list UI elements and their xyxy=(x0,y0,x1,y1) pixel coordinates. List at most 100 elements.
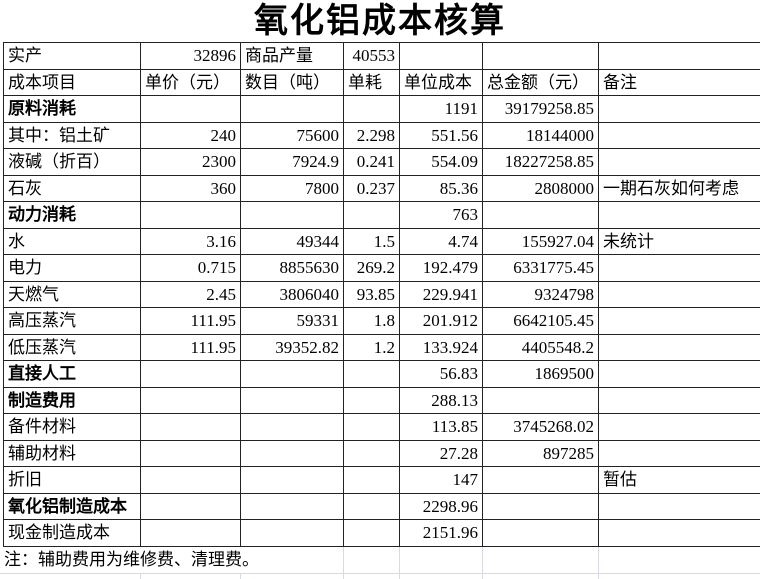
cell-cost-item[interactable]: 折旧 xyxy=(4,467,141,494)
cell-unit-price[interactable] xyxy=(141,96,241,123)
cell-unit-cost[interactable]: 133.924 xyxy=(400,334,483,361)
cell-produced-value[interactable]: 32896 xyxy=(141,43,241,70)
header-total[interactable]: 总金额（元） xyxy=(483,69,599,96)
cell-unit-price[interactable] xyxy=(141,467,241,494)
cell-cost-item[interactable]: 直接人工 xyxy=(4,361,141,388)
cell-unit-cost[interactable]: 554.09 xyxy=(400,149,483,176)
header-quantity[interactable]: 数目（吨） xyxy=(241,69,344,96)
cell-quantity[interactable]: 59331 xyxy=(241,308,344,335)
cell-unit-cost[interactable]: 288.13 xyxy=(400,387,483,414)
cell-quantity[interactable] xyxy=(241,440,344,467)
cell-total[interactable]: 4405548.2 xyxy=(483,334,599,361)
cell-cost-item[interactable]: 原料消耗 xyxy=(4,96,141,123)
cell-remark[interactable] xyxy=(599,255,760,282)
cell-quantity[interactable] xyxy=(241,467,344,494)
cell-commodity-label[interactable]: 商品产量 xyxy=(241,43,344,70)
cell-remark[interactable]: 一期石灰如何考虑 xyxy=(599,175,760,202)
cell-unit-use[interactable] xyxy=(344,414,400,441)
cell-empty[interactable] xyxy=(483,43,599,70)
cell-remark[interactable] xyxy=(599,387,760,414)
cell-unit-use[interactable]: 1.5 xyxy=(344,228,400,255)
footnote-row[interactable]: 注：辅助费用为维修费、清理费。 xyxy=(0,547,760,574)
cell-remark[interactable] xyxy=(599,281,760,308)
cell-unit-price[interactable] xyxy=(141,520,241,547)
cell-unit-cost[interactable]: 85.36 xyxy=(400,175,483,202)
cell-quantity[interactable] xyxy=(241,493,344,520)
cell-unit-use[interactable] xyxy=(344,520,400,547)
cell-cost-item[interactable]: 动力消耗 xyxy=(4,202,141,229)
cell-unit-cost[interactable]: 229.941 xyxy=(400,281,483,308)
cell-remark[interactable] xyxy=(599,308,760,335)
cell-cost-item[interactable]: 辅助材料 xyxy=(4,440,141,467)
cell-quantity[interactable]: 8855630 xyxy=(241,255,344,282)
cell-unit-use[interactable] xyxy=(344,493,400,520)
cell-unit-price[interactable] xyxy=(141,361,241,388)
cell-total[interactable] xyxy=(483,387,599,414)
cell-cost-item[interactable]: 石灰 xyxy=(4,175,141,202)
cell-cost-item[interactable]: 其中：铝土矿 xyxy=(4,122,141,149)
cell-unit-cost[interactable]: 551.56 xyxy=(400,122,483,149)
cell-empty[interactable] xyxy=(599,43,760,70)
cell-unit-use[interactable]: 2.298 xyxy=(344,122,400,149)
cell-quantity[interactable]: 75600 xyxy=(241,122,344,149)
cell-unit-price[interactable]: 111.95 xyxy=(141,334,241,361)
cell-cost-item[interactable]: 高压蒸汽 xyxy=(4,308,141,335)
cell-unit-use[interactable]: 1.2 xyxy=(344,334,400,361)
cell-cost-item[interactable]: 水 xyxy=(4,228,141,255)
cell-unit-cost[interactable]: 113.85 xyxy=(400,414,483,441)
cell-quantity[interactable]: 39352.82 xyxy=(241,334,344,361)
cell-unit-cost[interactable]: 2151.96 xyxy=(400,520,483,547)
cell-unit-use[interactable]: 1.8 xyxy=(344,308,400,335)
cell-total[interactable] xyxy=(483,520,599,547)
cell-remark[interactable] xyxy=(599,440,760,467)
cell-total[interactable] xyxy=(483,202,599,229)
cell-commodity-value[interactable]: 40553 xyxy=(344,43,400,70)
cell-total[interactable]: 2808000 xyxy=(483,175,599,202)
cell-unit-price[interactable] xyxy=(141,493,241,520)
cell-quantity[interactable]: 3806040 xyxy=(241,281,344,308)
cell-remark[interactable] xyxy=(599,414,760,441)
cell-total[interactable]: 18227258.85 xyxy=(483,149,599,176)
header-unit-cost[interactable]: 单位成本 xyxy=(400,69,483,96)
header-unit-use[interactable]: 单耗 xyxy=(344,69,400,96)
cell-unit-use[interactable]: 93.85 xyxy=(344,281,400,308)
cell-produced-label[interactable]: 实产 xyxy=(4,43,141,70)
cell-remark[interactable] xyxy=(599,334,760,361)
cell-unit-use[interactable] xyxy=(344,361,400,388)
cell-total[interactable]: 18144000 xyxy=(483,122,599,149)
cell-cost-item[interactable]: 电力 xyxy=(4,255,141,282)
cell-quantity[interactable] xyxy=(241,361,344,388)
cell-total[interactable]: 3745268.02 xyxy=(483,414,599,441)
cell-remark[interactable] xyxy=(599,520,760,547)
cell-cost-item[interactable]: 天燃气 xyxy=(4,281,141,308)
cell-unit-price[interactable] xyxy=(141,414,241,441)
cell-cost-item[interactable]: 氧化铝制造成本 xyxy=(4,493,141,520)
cell-unit-price[interactable]: 240 xyxy=(141,122,241,149)
cell-quantity[interactable]: 7800 xyxy=(241,175,344,202)
cell-remark[interactable] xyxy=(599,493,760,520)
header-remark[interactable]: 备注 xyxy=(599,69,760,96)
cell-unit-cost[interactable]: 56.83 xyxy=(400,361,483,388)
cell-unit-use[interactable]: 0.241 xyxy=(344,149,400,176)
cell-cost-item[interactable]: 低压蒸汽 xyxy=(4,334,141,361)
cell-cost-item[interactable]: 现金制造成本 xyxy=(4,520,141,547)
cell-unit-use[interactable]: 0.237 xyxy=(344,175,400,202)
cell-unit-use[interactable] xyxy=(344,387,400,414)
cell-total[interactable]: 9324798 xyxy=(483,281,599,308)
cell-total[interactable]: 6642105.45 xyxy=(483,308,599,335)
cell-remark[interactable]: 暂估 xyxy=(599,467,760,494)
cell-unit-use[interactable] xyxy=(344,202,400,229)
cell-remark[interactable] xyxy=(599,96,760,123)
cell-quantity[interactable]: 7924.9 xyxy=(241,149,344,176)
cell-unit-use[interactable] xyxy=(344,96,400,123)
header-unit-price[interactable]: 单价（元） xyxy=(141,69,241,96)
cell-total[interactable]: 155927.04 xyxy=(483,228,599,255)
cell-quantity[interactable] xyxy=(241,202,344,229)
cell-remark[interactable] xyxy=(599,149,760,176)
cell-unit-price[interactable]: 111.95 xyxy=(141,308,241,335)
cell-unit-cost[interactable]: 147 xyxy=(400,467,483,494)
cell-quantity[interactable] xyxy=(241,387,344,414)
cell-total[interactable]: 897285 xyxy=(483,440,599,467)
cell-unit-cost[interactable]: 27.28 xyxy=(400,440,483,467)
cell-unit-price[interactable]: 3.16 xyxy=(141,228,241,255)
